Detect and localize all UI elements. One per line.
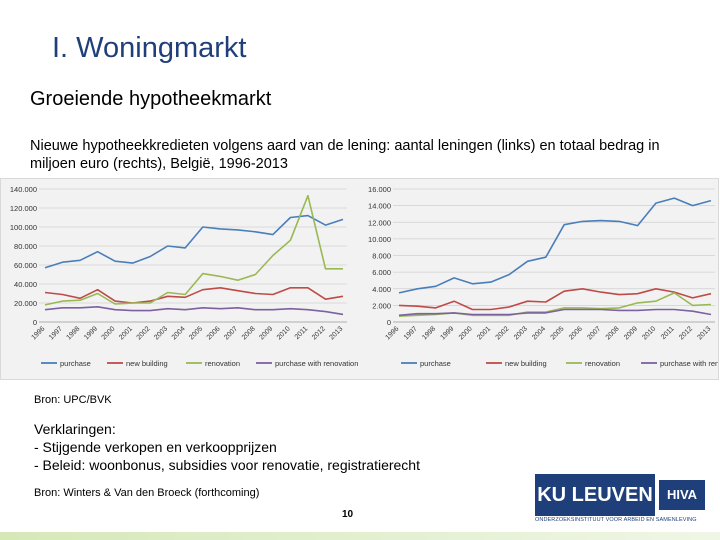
- chart1-x-tick-label: 2011: [294, 325, 310, 341]
- charts-svg: 0 20.000 40.000 60.000 80.000 100.000 120.000 1…: [10, 185, 718, 368]
- chart2-x-tick-label: 1997: [403, 325, 419, 341]
- chart1-series-purchase: [44, 214, 344, 269]
- chart2-x-tick-label: 2008: [605, 325, 621, 341]
- chart2-y-tick-label: 6.000: [372, 268, 391, 277]
- chart-description: Nieuwe hypotheekkredieten volgens aard v…: [30, 138, 660, 172]
- chart2-legend-label: new building: [505, 359, 547, 368]
- chart1-x-tick-label: 2012: [311, 325, 327, 341]
- chart2-x-tick-label: 2007: [586, 325, 602, 341]
- chart1-x-tick-label: 2001: [118, 325, 134, 341]
- chart2-series-purchase-with-renovation: [398, 308, 712, 317]
- chart2-x-tick-label: 1996: [384, 325, 400, 341]
- ku-leuven-logo-text: KU LEUVEN: [535, 474, 655, 516]
- chart2-legend-label: purchase: [420, 359, 451, 368]
- chart-panel: 0 20.000 40.000 60.000 80.000 100.000 120.000 1…: [0, 178, 719, 380]
- explanation-item-2: - Beleid: woonbonus, subsidies voor reno…: [34, 457, 420, 473]
- chart2-x-tick-label: 2003: [513, 325, 529, 341]
- chart2-x-tick-label: 2013: [696, 325, 712, 341]
- chart1-x-tick-label: 2005: [188, 325, 204, 341]
- chart1-x-tick-label: 2008: [241, 325, 257, 341]
- chart2-x-tick-label: 2010: [641, 325, 657, 341]
- chart1-x-tick-label: 2000: [101, 325, 117, 341]
- chart1-x-tick-label: 2006: [206, 325, 222, 341]
- chart1-x-tick-label: 2004: [171, 325, 187, 341]
- chart1-y-tick-label: 20.000: [14, 299, 37, 308]
- chart2-series-purchase: [398, 197, 712, 294]
- chart1-series-purchase-with-renovation: [44, 306, 344, 316]
- chart2-x-tick-label: 2006: [568, 325, 584, 341]
- explanation-item-1: - Stijgende verkopen en verkoopprijzen: [34, 439, 277, 455]
- slide-title: I. Woningmarkt: [52, 32, 247, 64]
- chart2-x-tick-label: 2005: [550, 325, 566, 341]
- slide-subtitle: Groeiende hypotheekmarkt: [30, 88, 272, 110]
- chart2-y-tick-label: 12.000: [368, 218, 391, 227]
- chart2-series-new-building: [398, 288, 712, 311]
- chart2-y-tick-label: 16.000: [368, 185, 391, 194]
- chart2-y-tick-label: 0: [387, 318, 391, 327]
- source-upc-bvk: Bron: UPC/BVK: [34, 394, 112, 406]
- chart1-series-new-building: [44, 287, 344, 304]
- chart2-x-tick-label: 1999: [440, 325, 456, 341]
- chart1-legend-label: purchase: [60, 359, 91, 368]
- hiva-logo-text: HIVA: [659, 480, 705, 510]
- chart2-x-tick-label: 2011: [660, 325, 676, 341]
- page-number: 10: [342, 509, 354, 520]
- chart1-series-renovation: [44, 194, 343, 306]
- chart1-x-tick-label: 2003: [153, 325, 169, 341]
- chart1-x-tick-label: 2009: [258, 325, 274, 341]
- chart1-y-tick-label: 0: [33, 318, 37, 327]
- chart1-y-tick-label: 100.000: [10, 223, 37, 232]
- chart2-y-tick-label: 10.000: [368, 235, 391, 244]
- chart1-legend-label: purchase with renovation: [275, 359, 358, 368]
- chart1-legend-label: renovation: [205, 359, 240, 368]
- chart1-y-tick-label: 40.000: [14, 280, 37, 289]
- chart1-x-tick-label: 1996: [30, 325, 46, 341]
- chart2-legend-label: renovation: [585, 359, 620, 368]
- chart1-x-tick-label: 1998: [66, 325, 82, 341]
- ku-leuven-hiva-logo: KU LEUVEN HIVA ONDERZOEKSINSTITUUT VOOR …: [535, 474, 705, 526]
- explanations: Verklaringen: - Stijgende verkopen en ve…: [34, 420, 420, 474]
- chart2-x-tick-label: 2012: [678, 325, 694, 341]
- explanations-title: Verklaringen:: [34, 421, 116, 437]
- chart2-y-tick-label: 14.000: [368, 202, 391, 211]
- chart2-x-tick-label: 2002: [495, 325, 511, 341]
- source-winters: Bron: Winters & Van den Broeck (forthcom…: [34, 487, 260, 499]
- chart1-y-tick-label: 80.000: [14, 242, 37, 251]
- chart1-legend-label: new building: [126, 359, 168, 368]
- chart2-y-tick-label: 4.000: [372, 285, 391, 294]
- chart1-x-tick-label: 2010: [276, 325, 292, 341]
- chart1-x-tick-label: 2007: [223, 325, 239, 341]
- chart2-x-tick-label: 2009: [623, 325, 639, 341]
- chart1-x-tick-label: 1999: [83, 325, 99, 341]
- chart1-y-tick-label: 140.000: [10, 185, 37, 194]
- logo-strip-text: ONDERZOEKSINSTITUUT VOOR ARBEID EN SAMEN…: [535, 517, 697, 523]
- chart1-x-tick-label: 1997: [48, 325, 64, 341]
- chart2-x-tick-label: 2004: [531, 325, 547, 341]
- bottom-decor-bar: [0, 532, 720, 540]
- chart2-x-tick-label: 2000: [458, 325, 474, 341]
- chart2-y-tick-label: 2.000: [372, 301, 391, 310]
- chart2-x-tick-label: 2001: [476, 325, 492, 341]
- chart1-x-tick-label: 2002: [136, 325, 152, 341]
- chart2-legend-label: purchase with renovation: [660, 359, 718, 368]
- chart2-x-tick-label: 1998: [421, 325, 437, 341]
- chart1-y-tick-label: 120.000: [10, 204, 37, 213]
- chart1-y-tick-label: 60.000: [14, 261, 37, 270]
- chart2-y-tick-label: 8.000: [372, 252, 391, 261]
- chart1-x-tick-label: 2013: [328, 325, 344, 341]
